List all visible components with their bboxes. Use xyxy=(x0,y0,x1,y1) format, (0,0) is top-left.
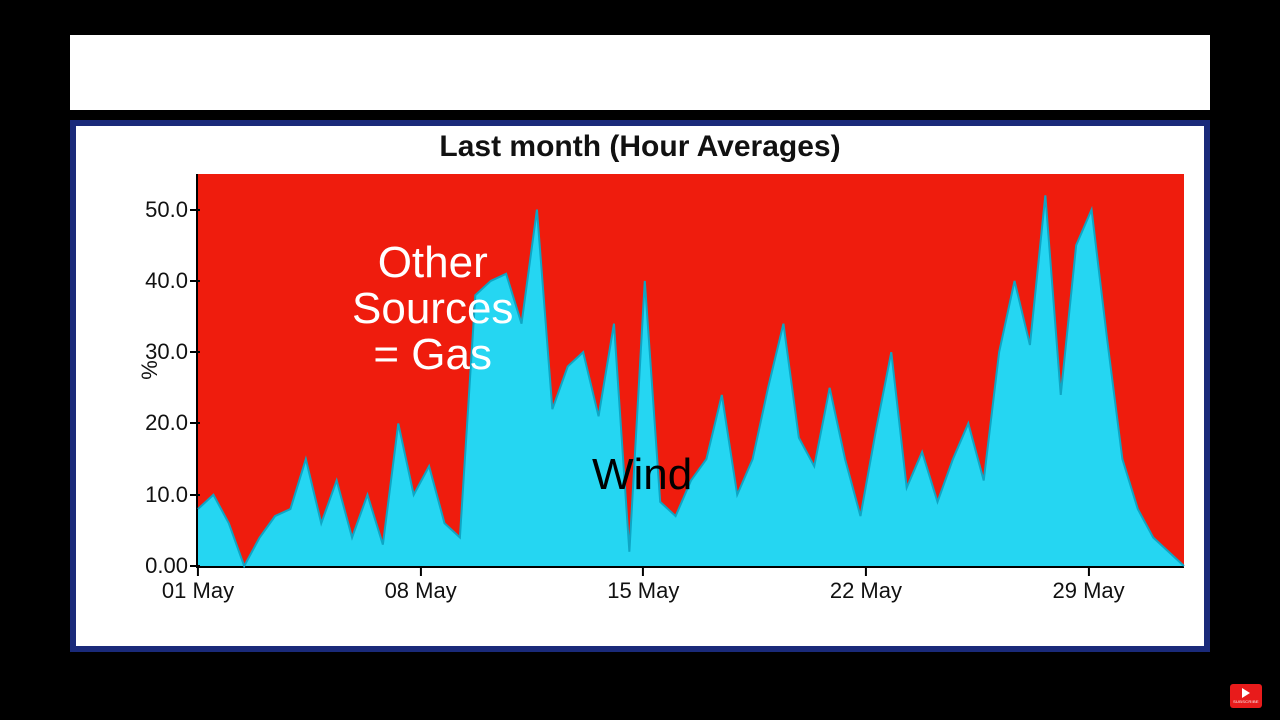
play-icon xyxy=(1242,688,1250,698)
x-tick: 22 May xyxy=(830,566,902,604)
video-stage: Last month (Hour Averages) % OtherSource… xyxy=(0,0,1280,720)
x-tick: 08 May xyxy=(385,566,457,604)
chart-title: Last month (Hour Averages) xyxy=(76,130,1204,164)
chart-plot-area: OtherSources= Gas Wind 0.0010.020.030.04… xyxy=(196,174,1184,568)
x-tick: 15 May xyxy=(607,566,679,604)
y-tick: 20.0 xyxy=(145,410,198,436)
subscribe-badge[interactable]: SUBSCRIBE xyxy=(1230,684,1262,708)
x-tick: 29 May xyxy=(1053,566,1125,604)
y-tick: 50.0 xyxy=(145,197,198,223)
y-tick: 10.0 xyxy=(145,482,198,508)
chart-frame: Last month (Hour Averages) % OtherSource… xyxy=(70,120,1210,652)
top-white-band xyxy=(70,35,1210,110)
y-tick: 30.0 xyxy=(145,339,198,365)
x-tick: 01 May xyxy=(162,566,234,604)
subscribe-label: SUBSCRIBE xyxy=(1233,699,1259,704)
y-tick: 40.0 xyxy=(145,268,198,294)
chart-svg xyxy=(198,174,1184,566)
